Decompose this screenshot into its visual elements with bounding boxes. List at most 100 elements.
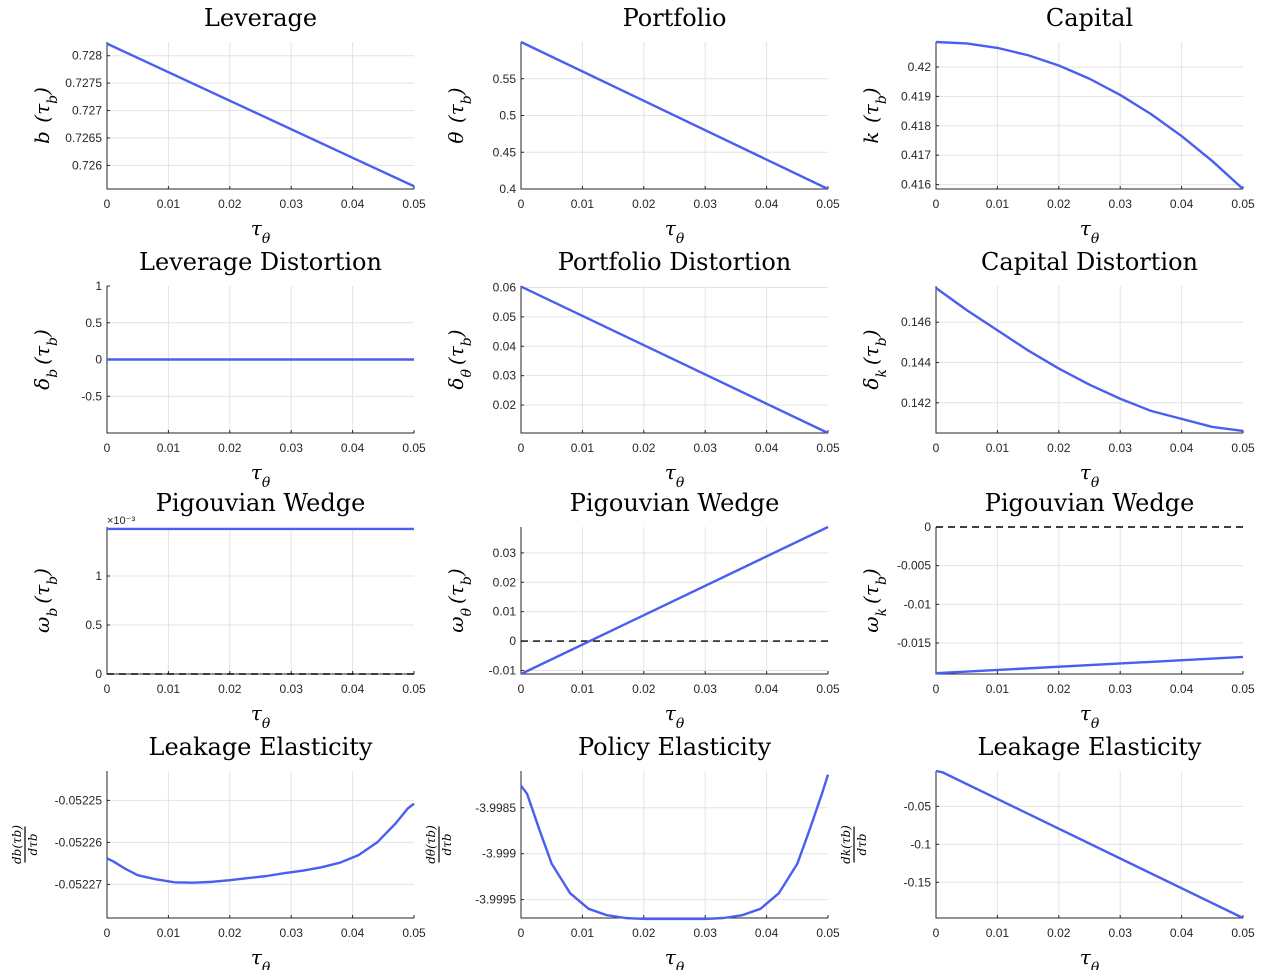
series-line <box>520 40 829 191</box>
x-axis-label: τθ <box>1080 945 1100 970</box>
x-tick-label: 0.03 <box>694 197 718 211</box>
x-tick-label: 0.02 <box>1047 441 1071 455</box>
y-tick-label: -0.5 <box>81 389 102 403</box>
x-tick-label: 0.02 <box>1047 197 1071 211</box>
y-tick-label: 0.4 <box>499 182 516 196</box>
y-exponent-label: ×10⁻³ <box>107 515 135 527</box>
y-tick-label: 1 <box>95 279 102 293</box>
axes-box <box>935 527 1243 675</box>
x-tick-label: 0.01 <box>571 682 595 696</box>
x-tick-label: 0.02 <box>218 682 242 696</box>
x-tick-label: 0 <box>518 926 525 940</box>
x-tick-label: 0.03 <box>694 441 718 455</box>
subplot-title: Capital Distortion <box>981 248 1198 276</box>
y-tick-label: -0.15 <box>904 875 932 889</box>
y-tick-label: 0.03 <box>493 546 517 560</box>
subplot-7: 0 0.01 0.02 0.03 0.04 0.05 0 0.5 1 ×10⁻³ Pigouvian… <box>30 489 426 732</box>
y-label-numerator: dθ(τb) <box>424 825 438 864</box>
x-tick-label: 0.05 <box>402 926 426 940</box>
x-tick-label: 0.03 <box>280 441 304 455</box>
y-tick-label: 0.04 <box>493 339 517 353</box>
x-tick-label: 0.04 <box>1170 926 1194 940</box>
x-tick-label: 0.03 <box>1109 441 1133 455</box>
axes-box <box>106 771 414 919</box>
y-tick-label: -3.9985 <box>475 801 516 815</box>
x-tick-label: 0.01 <box>157 197 181 211</box>
y-tick-label: 0.727 <box>72 104 102 118</box>
x-tick-label: 0.01 <box>157 926 181 940</box>
x-tick-label: 0.04 <box>755 197 779 211</box>
y-tick-label: -0.05226 <box>55 835 103 849</box>
y-axis-label: δk(τb) <box>859 329 890 389</box>
series-line <box>935 655 1244 675</box>
y-tick-label: -3.9995 <box>475 893 516 907</box>
series-line <box>106 802 415 884</box>
x-tick-label: 0.05 <box>1231 197 1255 211</box>
subplot-4: 0 0.01 0.02 0.03 0.04 0.05 -0.5 0 0.5 1 Leverage D… <box>30 248 426 491</box>
x-axis-label: τθ <box>1080 460 1100 491</box>
x-tick-label: 0.05 <box>816 682 840 696</box>
y-label-denominator: dτb <box>26 833 40 855</box>
y-tick-label: 0.5 <box>85 618 102 632</box>
x-tick-label: 0.04 <box>1170 441 1194 455</box>
x-tick-label: 0.02 <box>632 682 656 696</box>
y-label-numerator: db(τb) <box>10 825 24 864</box>
x-tick-label: 0.03 <box>694 926 718 940</box>
subplot-title: Pigouvian Wedge <box>570 489 780 517</box>
y-tick-label: 0.5 <box>85 316 102 330</box>
x-tick-label: 0.03 <box>1109 926 1133 940</box>
y-label-denominator: dτb <box>855 833 869 855</box>
x-tick-label: 0.03 <box>694 682 718 696</box>
subplot-title: Leverage <box>204 4 317 32</box>
y-tick-label: 0.45 <box>493 145 517 159</box>
x-tick-label: 0.05 <box>1231 441 1255 455</box>
x-tick-label: 0.02 <box>218 197 242 211</box>
x-tick-label: 0.04 <box>341 926 365 940</box>
y-tick-label: 0.5 <box>499 109 516 123</box>
y-tick-label: -0.01 <box>489 663 517 677</box>
subplot-title: Leverage Distortion <box>139 248 382 276</box>
x-tick-label: 0.02 <box>632 197 656 211</box>
axes-box <box>935 42 1243 190</box>
y-axis-label: dk(τb) dτb <box>839 825 869 864</box>
y-tick-label: 0 <box>509 634 516 648</box>
axes-box <box>935 286 1243 434</box>
x-axis-label: τθ <box>251 216 271 247</box>
y-tick-label: 0.03 <box>493 369 517 383</box>
y-tick-label: 0 <box>95 667 102 681</box>
x-tick-label: 0.05 <box>816 197 840 211</box>
x-tick-label: 0.03 <box>1109 197 1133 211</box>
x-tick-label: 0.01 <box>986 682 1010 696</box>
y-tick-label: 0.06 <box>493 280 517 294</box>
y-axis-label: dθ(τb) dτb <box>424 825 454 864</box>
y-axis-label: ωb(τb) <box>30 568 61 633</box>
subplot-2: 0 0.01 0.02 0.03 0.04 0.05 0.4 0.45 0.5 0.55 Portf… <box>444 4 840 247</box>
y-axis-label: δb(τb) <box>30 329 61 390</box>
x-tick-label: 0.05 <box>402 682 426 696</box>
x-tick-label: 0.01 <box>986 441 1010 455</box>
x-tick-label: 0.01 <box>157 441 181 455</box>
x-axis-label: τθ <box>251 460 271 491</box>
x-tick-label: 0.02 <box>218 441 242 455</box>
x-axis-label: τθ <box>1080 701 1100 732</box>
y-tick-label: 0.416 <box>901 178 931 192</box>
subplot-title: Capital <box>1046 4 1133 32</box>
x-tick-label: 0 <box>933 682 940 696</box>
y-tick-label: -0.05 <box>904 799 932 813</box>
y-tick-label: 0.05 <box>493 310 517 324</box>
y-tick-label: -0.1 <box>910 837 931 851</box>
x-tick-label: 0.01 <box>986 926 1010 940</box>
y-tick-label: -3.999 <box>482 847 516 861</box>
y-tick-label: 0.02 <box>493 575 517 589</box>
y-tick-label: 0.7265 <box>65 131 102 145</box>
x-axis-label: τθ <box>251 701 271 732</box>
y-tick-label: 0.142 <box>901 396 931 410</box>
y-axis-label: ωk(τb) <box>859 568 890 632</box>
y-tick-label: 0.7275 <box>65 76 102 90</box>
x-tick-label: 0 <box>518 682 525 696</box>
subplot-11: 0 0.01 0.02 0.03 0.04 0.05 -3.9995 -3.999 -3.998… <box>424 733 840 970</box>
subplot-title: Portfolio Distortion <box>558 248 792 276</box>
x-tick-label: 0.01 <box>571 197 595 211</box>
x-tick-label: 0.02 <box>218 926 242 940</box>
y-axis-label: θ (τb) <box>444 87 475 143</box>
